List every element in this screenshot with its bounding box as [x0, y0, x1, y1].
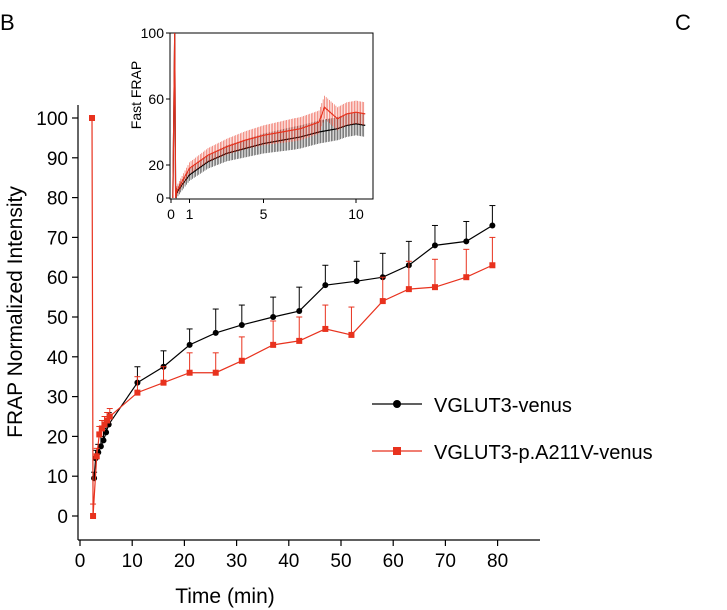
data-point	[90, 513, 97, 519]
legend-label: VGLUT3-venus	[434, 395, 572, 417]
x-tick-label: 80	[487, 551, 508, 572]
data-point	[96, 431, 103, 438]
legend-label: VGLUT3-p.A211V-venus	[434, 442, 653, 464]
series-vglut3-venus	[91, 205, 496, 482]
inset-x-tick-label: 5	[260, 206, 268, 222]
data-point	[463, 274, 470, 281]
data-point	[296, 308, 303, 315]
x-tick-label: 0	[75, 551, 86, 572]
data-point	[238, 357, 245, 364]
data-point	[431, 284, 438, 291]
inset-x-tick-label: 0	[167, 206, 175, 222]
panel-label-c: C	[675, 10, 691, 35]
x-tick-label: 70	[435, 551, 456, 572]
series-line	[93, 224, 493, 479]
data-point	[489, 262, 496, 269]
y-tick-label: 0	[57, 507, 68, 528]
data-point	[101, 421, 108, 428]
data-point	[212, 329, 219, 336]
legend: VGLUT3-venus VGLUT3-p.A211V-venus	[372, 395, 653, 464]
data-point	[134, 389, 141, 396]
data-point	[322, 325, 329, 332]
x-tick-label: 30	[226, 551, 247, 572]
data-point	[98, 425, 105, 432]
data-point	[106, 413, 113, 420]
series-line	[91, 117, 493, 517]
inset-x-tick-label: 10	[348, 206, 364, 222]
data-point	[186, 369, 193, 376]
data-point	[322, 282, 329, 289]
data-point	[238, 321, 245, 328]
y-tick-label: 10	[47, 467, 68, 488]
inset-series-line	[172, 32, 366, 199]
data-point	[489, 222, 496, 229]
inset-y-tick-label: 20	[148, 157, 164, 173]
y-tick-label: 20	[47, 427, 68, 448]
data-point	[100, 437, 107, 444]
x-tick-label: 60	[383, 551, 404, 572]
y-tick-label: 100	[36, 109, 68, 130]
x-tick-label: 10	[122, 551, 143, 572]
y-tick-label: 60	[47, 268, 68, 289]
legend-marker	[393, 400, 401, 408]
data-point	[353, 278, 360, 285]
data-point	[186, 341, 193, 348]
data-point	[296, 337, 303, 344]
series-vglut3-a211v-venus	[89, 115, 496, 519]
y-tick-label: 70	[47, 228, 68, 249]
data-point	[405, 286, 412, 293]
y-tick-label: 90	[47, 149, 68, 170]
inset-y-tick-label: 60	[148, 91, 164, 107]
data-point	[348, 331, 355, 338]
y-tick-label: 40	[47, 348, 68, 369]
legend-marker	[393, 447, 401, 455]
inset-y-tick-label: 0	[156, 190, 164, 206]
inset-series-0	[172, 32, 366, 199]
y-tick-label: 30	[47, 388, 68, 409]
inset-frame	[169, 32, 374, 200]
data-point	[463, 238, 470, 245]
data-point	[212, 369, 219, 376]
x-axis-title: Time (min)	[175, 585, 275, 608]
inset-series-line	[172, 32, 366, 199]
x-tick-label: 50	[330, 551, 351, 572]
data-point	[104, 417, 111, 424]
data-point	[379, 298, 386, 305]
panel-label-b: B	[0, 10, 15, 35]
y-tick-label: 50	[47, 308, 68, 329]
inset-y-tick-label: 100	[141, 25, 165, 41]
inset-x-tick-label: 1	[186, 206, 194, 222]
data-point	[160, 379, 167, 386]
data-point	[93, 453, 100, 460]
data-point	[270, 314, 277, 320]
data-point	[91, 475, 98, 482]
data-point	[431, 242, 438, 249]
y-axis-title: FRAP Normalized Intensity	[4, 186, 27, 438]
x-tick-label: 40	[278, 551, 299, 572]
x-tick-label: 20	[174, 551, 195, 572]
inset-series-1	[172, 32, 366, 199]
y-tick-label: 80	[47, 189, 68, 210]
data-point	[89, 115, 96, 121]
inset-y-axis-title: Fast FRAP	[128, 61, 144, 129]
data-point	[270, 341, 277, 348]
